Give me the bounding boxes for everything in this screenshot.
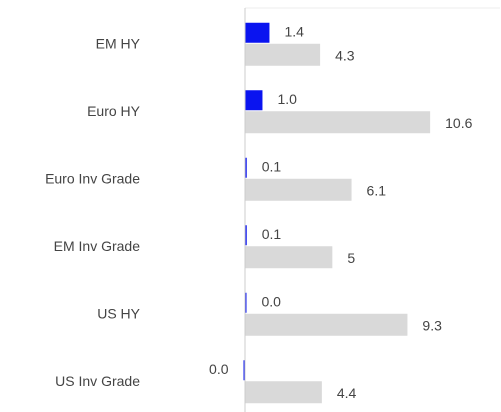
- value-label: 0.1: [262, 226, 282, 242]
- category-label: US Inv Grade: [55, 373, 140, 389]
- value-label: 1.0: [277, 91, 297, 107]
- value-label: 0.0: [262, 293, 282, 309]
- value-label: 0.0: [209, 361, 229, 377]
- value-label: 9.3: [422, 317, 442, 333]
- bar: [245, 178, 352, 201]
- bar: [245, 292, 247, 313]
- bar: [245, 246, 333, 269]
- value-label: 4.3: [335, 47, 355, 63]
- category-label: Euro HY: [87, 103, 141, 119]
- value-label: 4.4: [337, 385, 357, 401]
- bar: [245, 381, 322, 404]
- bar: [245, 225, 247, 246]
- bar: [243, 360, 245, 381]
- value-label: 6.1: [367, 182, 387, 198]
- bar: [245, 111, 431, 134]
- value-label: 10.6: [445, 115, 472, 131]
- bar: [245, 313, 408, 336]
- bar: [245, 157, 247, 178]
- category-label: US HY: [97, 305, 140, 321]
- value-label: 0.1: [262, 158, 282, 174]
- category-label: EM Inv Grade: [54, 238, 141, 254]
- value-label: 5: [347, 250, 355, 266]
- category-label: Euro Inv Grade: [45, 170, 140, 186]
- bar: [245, 90, 263, 111]
- value-label: 1.4: [284, 23, 304, 39]
- category-label: EM HY: [96, 35, 141, 51]
- bar: [245, 22, 270, 43]
- bar: [245, 43, 321, 66]
